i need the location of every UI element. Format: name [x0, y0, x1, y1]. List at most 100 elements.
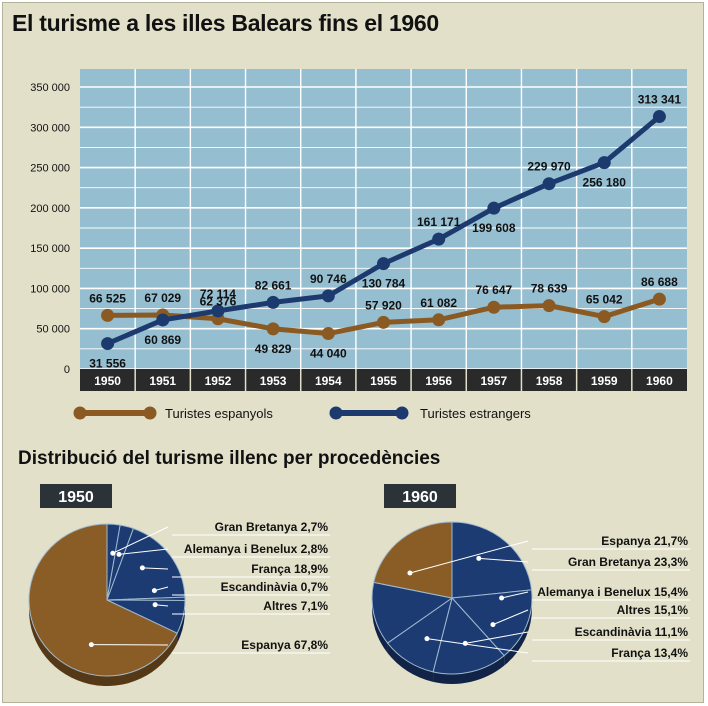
legend-swatch-dot: [143, 406, 157, 420]
data-label-foreign: 72 114: [200, 287, 236, 301]
pie-connector-dot: [151, 588, 157, 594]
data-point: [377, 315, 390, 329]
x-tick-label: 1958: [536, 374, 563, 388]
pie-slice-label: Escandinàvia 0,7%: [221, 580, 329, 594]
pie-side-wall: [177, 600, 185, 644]
x-axis-band: [80, 369, 687, 391]
pie-slice-label: Espanya 67,8%: [241, 638, 328, 652]
data-label-spanish: 86 688: [641, 275, 678, 289]
data-point: [487, 201, 501, 215]
data-label-foreign: 229 970: [527, 160, 571, 174]
pie-year-badge: [40, 484, 112, 508]
data-point: [432, 313, 446, 327]
section-title: Distribució del turisme illenc per proce…: [18, 448, 441, 469]
data-label-foreign: 60 869: [144, 333, 181, 347]
pie-side-wall: [372, 598, 388, 654]
data-label-foreign: 161 171: [417, 215, 461, 229]
pie-connector-dot: [110, 550, 116, 556]
pie-slice: [451, 521, 533, 599]
pie-chart-1960: 1960 Espanya 21,7% Gran Bretanya 23,3% Alem…: [371, 484, 690, 684]
data-point: [597, 310, 611, 324]
pie-slice: [371, 581, 454, 644]
pie-slice-label: Alemanya i Benelux 15,4%: [537, 585, 688, 599]
data-point: [597, 156, 611, 170]
data-label-foreign: 199 608: [472, 221, 516, 235]
data-label-foreign: 82 661: [255, 278, 292, 292]
data-label-foreign: 90 746: [310, 272, 347, 286]
pie-connector: [501, 591, 529, 599]
pie-slice-label: Alemanya i Benelux 2,8%: [184, 542, 328, 556]
pie-slice-label: Altres 15,1%: [617, 603, 689, 617]
legend-label: Turistes estrangers: [420, 406, 531, 421]
data-point: [211, 304, 225, 318]
pie-side-wall: [433, 655, 505, 684]
data-label-spanish: 57 920: [365, 298, 402, 312]
data-point: [542, 177, 556, 191]
pie-slice-label: França 13,4%: [611, 646, 688, 660]
pie-slice-label: Espanya 21,7%: [601, 534, 688, 548]
pie-connector: [492, 609, 529, 626]
pie-slice: [28, 523, 178, 677]
pie-connector-dot: [424, 636, 430, 642]
data-point: [652, 110, 666, 124]
pie-connector-dot: [476, 555, 482, 561]
pie-connector: [465, 631, 529, 644]
pie-year-label: 1960: [402, 489, 438, 506]
pie-connector-dot: [490, 622, 496, 628]
data-label-foreign: 256 180: [583, 176, 627, 190]
y-tick-label: 150 000: [30, 243, 70, 255]
legend-label: Turistes espanyols: [165, 406, 273, 421]
pie-slice-label: França 18,9%: [251, 562, 328, 576]
data-label-spanish: 67 029: [144, 291, 181, 305]
line-chart-legend: Turistes espanyols Turistes estrangers: [73, 406, 531, 421]
pie-connector: [118, 548, 169, 555]
data-point: [432, 232, 446, 246]
y-tick-label: 350 000: [30, 82, 70, 94]
data-label-spanish: 62 376: [200, 295, 237, 309]
legend-swatch-dot: [395, 406, 409, 420]
pie-connector: [142, 567, 169, 570]
x-tick-label: 1951: [149, 374, 176, 388]
data-label-foreign: 313 341: [638, 93, 682, 107]
x-tick-label: 1954: [315, 374, 342, 388]
data-point: [321, 289, 335, 303]
legend-swatch-dot: [73, 406, 87, 420]
pie-connector-dot: [116, 551, 122, 557]
pie-connector: [426, 638, 529, 654]
main-title: El turisme a les illes Balears fins el 1…: [12, 10, 439, 36]
y-tick-label: 200 000: [30, 203, 70, 215]
data-point: [266, 295, 280, 309]
data-label-spanish: 61 082: [420, 296, 457, 310]
legend-swatch-dot: [329, 406, 343, 420]
data-label-foreign: 31 556: [89, 357, 126, 371]
y-tick-label: 50 000: [36, 324, 70, 336]
line-chart: 350 000 300 000 250 000 200 000 150 000 100 0…: [30, 69, 687, 391]
pie-connector: [478, 557, 529, 563]
pie-slice: [106, 527, 186, 601]
y-tick-label: 250 000: [30, 163, 70, 175]
data-point: [321, 327, 335, 341]
pie-connector-dot: [152, 602, 158, 608]
x-tick-label: 1960: [646, 374, 673, 388]
pie-slice: [432, 596, 505, 675]
data-label-spanish: 44 040: [310, 347, 347, 361]
data-label-spanish: 66 525: [89, 291, 126, 305]
pie-connector-dot: [407, 570, 413, 576]
data-point: [542, 299, 556, 313]
pie-slice-label: Gran Bretanya 23,3%: [568, 555, 688, 569]
x-tick-label: 1957: [481, 374, 508, 388]
pie-connector-dot: [499, 595, 505, 601]
pie-side-wall: [387, 643, 434, 682]
data-label-spanish: 78 639: [531, 282, 568, 296]
pie-chart-1950: 1950 Gran Bretanya 2,7% Alemanya i Benelux…: [28, 484, 330, 687]
pie-connector: [409, 540, 529, 574]
x-tick-label: 1950: [94, 374, 121, 388]
pie-year-label: 1950: [58, 489, 94, 506]
data-point: [377, 257, 390, 271]
pie-year-badge: [384, 484, 456, 508]
pie-slice-label: Altres 7,1%: [263, 599, 328, 613]
data-label-foreign: 130 784: [362, 277, 406, 291]
data-label-spanish: 76 647: [476, 283, 513, 297]
data-point: [156, 313, 170, 327]
